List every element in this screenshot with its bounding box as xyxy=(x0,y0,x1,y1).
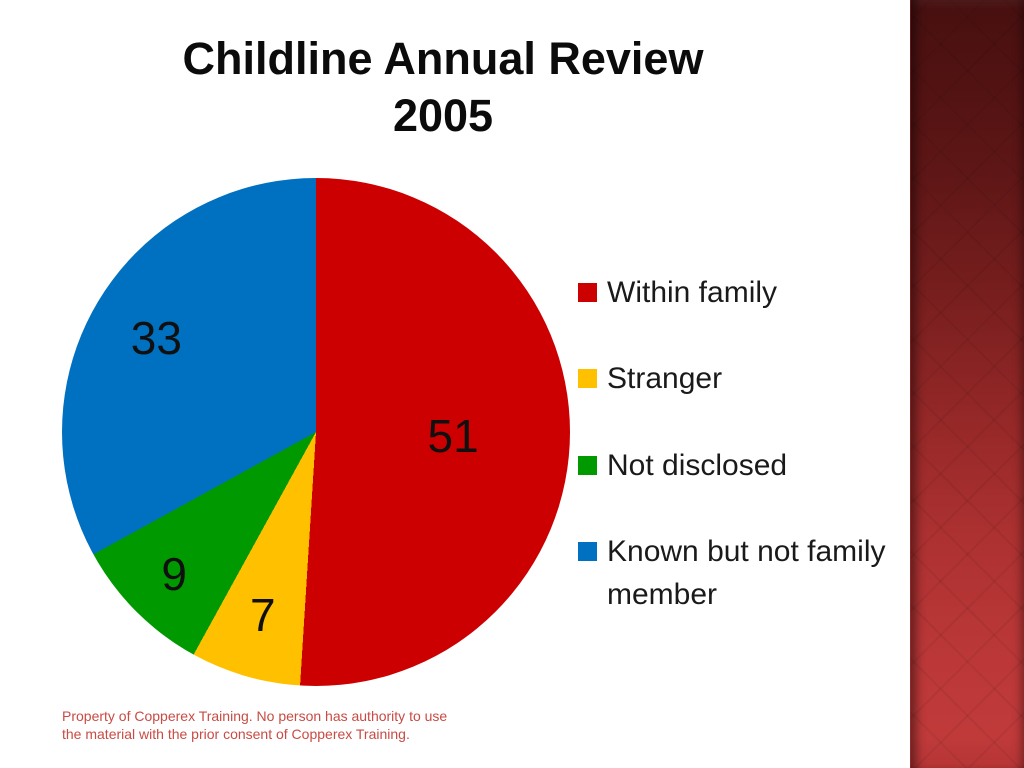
pie-chart: 51 7 9 33 xyxy=(62,178,570,686)
slide-title-line1: Childline Annual Review xyxy=(182,33,704,84)
legend-label: Stranger xyxy=(607,362,723,396)
pie-data-label: 7 xyxy=(250,588,276,641)
legend-item-not-disclosed: Not disclosed xyxy=(578,444,787,487)
slide-title-line2: 2005 xyxy=(392,90,494,141)
legend-item-within-family: Within family xyxy=(578,271,777,314)
slide-title: Childline Annual Review 2005 xyxy=(30,30,856,144)
footer-disclaimer: Property of Copperex Training. No person… xyxy=(62,708,448,742)
legend-swatch xyxy=(578,283,597,302)
legend-label: Within family xyxy=(607,276,778,309)
legend-item-known-but-not-family-member: Known but not family member xyxy=(578,530,892,616)
pie-data-label: 51 xyxy=(427,410,479,463)
pie-data-label: 33 xyxy=(130,311,182,364)
legend-swatch xyxy=(578,542,597,562)
legend-swatch xyxy=(578,369,597,389)
decorative-sidebar xyxy=(910,0,1024,768)
legend-swatch xyxy=(578,455,597,475)
legend-label: Not disclosed xyxy=(607,448,788,482)
pie-data-label: 9 xyxy=(161,547,187,600)
legend-item-stranger: Stranger xyxy=(578,357,722,400)
chart-legend: Within family Stranger Not disclosed Known … xyxy=(578,271,908,611)
legend-label: Known but not family member xyxy=(607,535,886,612)
